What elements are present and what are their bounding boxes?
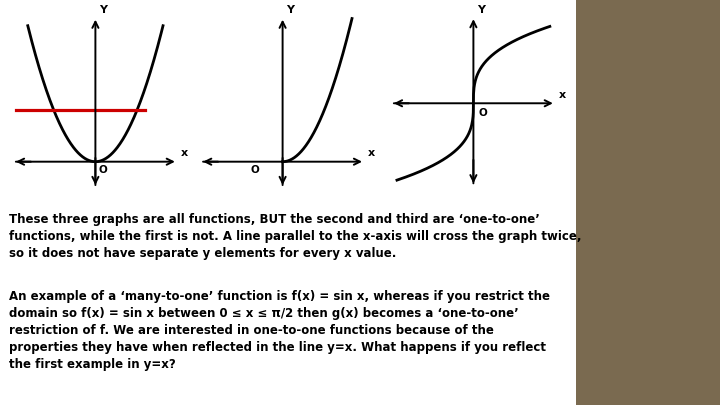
Text: Y: Y	[477, 4, 485, 15]
Text: O: O	[478, 108, 487, 118]
Text: O: O	[251, 165, 259, 175]
Text: x: x	[181, 148, 188, 158]
Text: Y: Y	[286, 5, 294, 15]
Text: O: O	[99, 165, 108, 175]
Text: An example of a ‘many-to-one’ function is f(x) = sin x, whereas if you restrict : An example of a ‘many-to-one’ function i…	[9, 290, 549, 371]
Text: These three graphs are all functions, BUT the second and third are ‘one-to-one’
: These three graphs are all functions, BU…	[9, 213, 581, 260]
Text: x: x	[368, 148, 375, 158]
Text: Y: Y	[99, 5, 107, 15]
Text: x: x	[559, 90, 566, 100]
